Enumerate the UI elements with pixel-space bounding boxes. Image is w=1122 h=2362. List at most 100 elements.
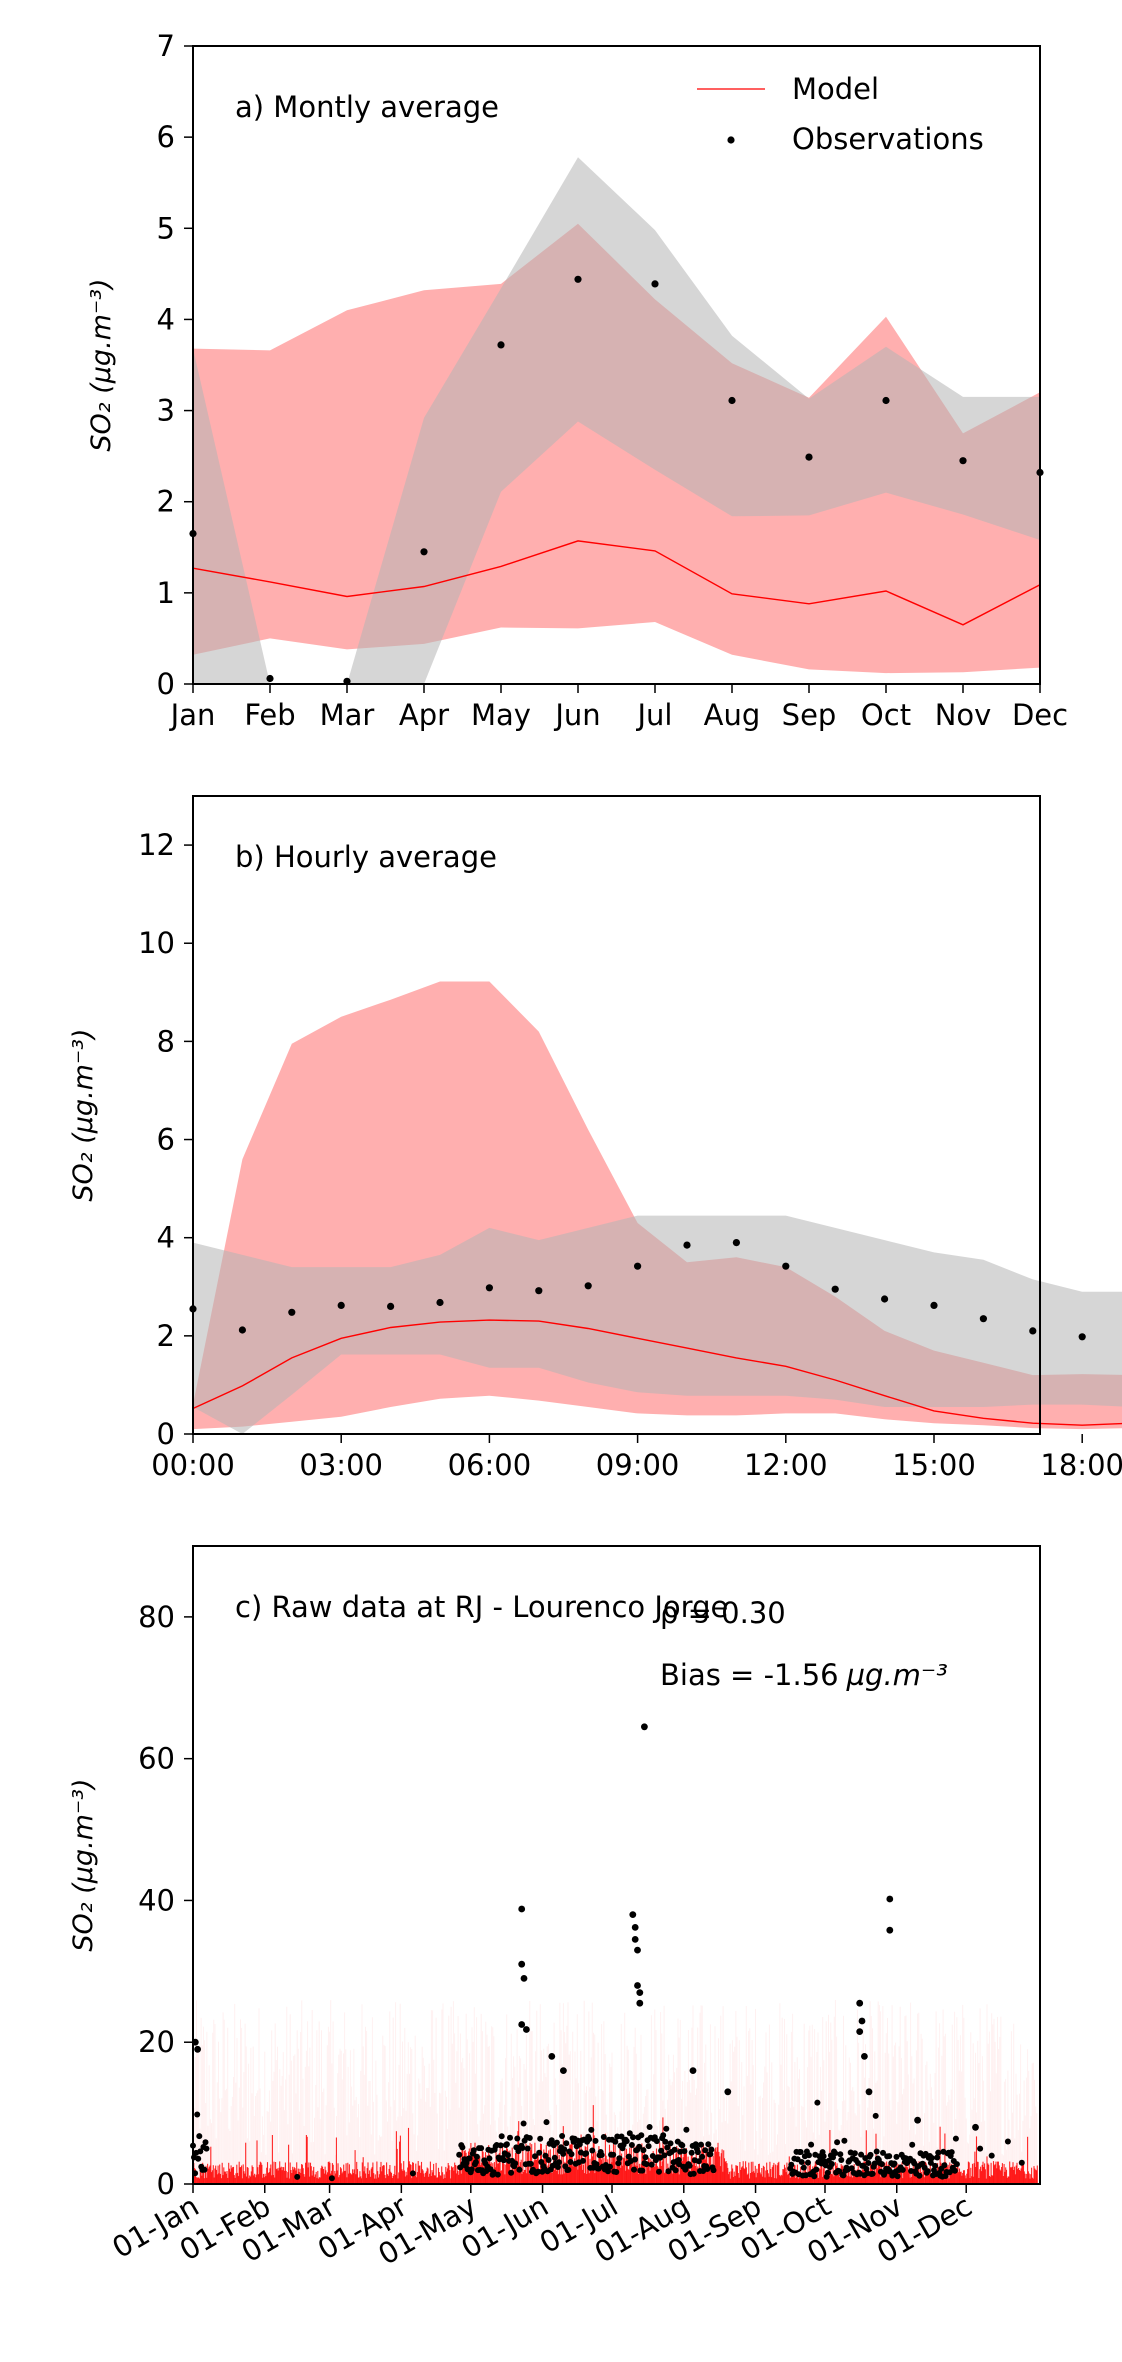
x-tick-label: 15:00	[892, 1448, 976, 1482]
observation-point	[979, 1315, 988, 1323]
observation-point	[946, 2169, 953, 2176]
observation-point	[630, 2134, 636, 2141]
observation-point	[816, 2153, 823, 2160]
panel-a-plot-frame	[192, 45, 1041, 685]
observation-point	[867, 2151, 874, 2158]
observation-point	[664, 2144, 671, 2151]
observation-point	[988, 2152, 995, 2159]
panel-a-monthly-average: 0 1 2 3 4 5 6 7 Jan Feb Mar Apr May Jun Jul Aug Sep Oct N…	[86, 29, 1068, 732]
y-tick-label: 60	[138, 1742, 175, 1776]
panel-c-observation-points	[190, 1723, 1025, 2182]
observation-point	[466, 2155, 473, 2162]
observation-point	[808, 2141, 815, 2148]
observation-point	[643, 2161, 650, 2168]
panel-c-model-bars	[192, 2000, 1038, 2184]
observation-point	[542, 2152, 549, 2159]
observation-point	[948, 2149, 955, 2156]
observation-point	[473, 2153, 480, 2160]
observation-point	[952, 2135, 959, 2142]
observation-point	[616, 2155, 623, 2162]
observation-point	[610, 2151, 617, 2158]
observation-point	[935, 2149, 942, 2156]
y-tick-label: 0	[157, 667, 175, 701]
observation-point	[1029, 1327, 1037, 1335]
panel-b-y-ticks: 0 2 4 6 8 10 12	[138, 828, 193, 1451]
observation-point	[512, 2160, 519, 2167]
observation-point	[869, 2170, 876, 2177]
panel-b-observation-points	[189, 1239, 1086, 1341]
observation-point	[518, 1960, 526, 1968]
observation-point	[194, 2045, 202, 2053]
observation-point	[586, 2136, 593, 2143]
observation-point	[598, 2152, 605, 2158]
y-tick-label: 2	[157, 1319, 175, 1353]
x-tick-label: Nov	[935, 698, 992, 732]
x-tick-label: 09:00	[596, 1448, 680, 1482]
observation-point	[806, 2152, 812, 2159]
y-tick-label: 6	[157, 1123, 175, 1157]
x-tick-label: Aug	[704, 698, 761, 732]
observation-point	[914, 2116, 921, 2124]
observation-point	[805, 2159, 811, 2166]
observation-point	[537, 2135, 544, 2142]
observation-point	[873, 2148, 880, 2155]
observation-point	[856, 2028, 864, 2035]
observation-point	[881, 1295, 889, 1303]
observation-point	[932, 2162, 939, 2169]
observation-point	[634, 1262, 642, 1270]
observation-point	[607, 2163, 613, 2170]
y-tick-label: 4	[157, 1221, 175, 1255]
observation-point	[612, 2138, 619, 2145]
observation-point	[724, 2088, 732, 2096]
observation-point	[337, 1301, 345, 1309]
observation-point	[436, 1298, 444, 1307]
observation-point	[613, 2169, 620, 2175]
observation-point	[288, 1308, 296, 1316]
panel-a-model-line-group	[192, 540, 1041, 626]
y-tick-label: 12	[138, 828, 175, 862]
legend-observations-swatch	[727, 136, 735, 144]
observation-point	[858, 2017, 866, 2025]
observation-point	[409, 2170, 416, 2177]
observation-point	[456, 2151, 463, 2158]
observation-point	[639, 2167, 646, 2174]
observation-point	[472, 2159, 479, 2166]
observation-point	[813, 2166, 820, 2173]
panel-c-correlation-annotation: ρ = 0.30	[660, 1596, 786, 1630]
observation-point	[294, 2173, 301, 2180]
observation-point	[882, 396, 890, 405]
x-tick-label: 18:00	[1040, 1448, 1122, 1482]
observation-point	[699, 2153, 706, 2160]
observation-point	[851, 2150, 858, 2157]
observation-point	[494, 2171, 501, 2178]
observation-point	[871, 2160, 878, 2167]
observation-point	[661, 2152, 668, 2159]
observation-point	[694, 2149, 701, 2156]
observation-point	[202, 2139, 209, 2146]
observation-point	[196, 2133, 203, 2140]
observation-point	[886, 1926, 894, 1934]
y-tick-label: 0	[157, 1417, 175, 1451]
observation-point	[580, 2157, 586, 2164]
observation-point	[834, 2139, 841, 2146]
x-tick-label: May	[471, 698, 531, 732]
x-tick-label: 00:00	[151, 1448, 235, 1482]
observation-point	[568, 2151, 575, 2158]
observation-point	[782, 1262, 790, 1270]
observation-point	[600, 2134, 607, 2140]
observation-point	[710, 2167, 717, 2174]
y-tick-label: 3	[157, 394, 175, 428]
observation-point	[732, 1239, 741, 1247]
observation-point	[548, 2137, 555, 2144]
observation-point	[560, 2067, 567, 2075]
y-tick-label: 80	[138, 1600, 175, 1634]
x-tick-label: Sep	[782, 698, 837, 732]
observation-point	[828, 2161, 835, 2167]
x-tick-label: Dec	[1012, 698, 1068, 732]
panel-c-y-axis-label: SO₂ (µg.m⁻³)	[68, 1778, 99, 1951]
panel-b-plot-frame	[192, 795, 1041, 1435]
legend: Model Observations	[697, 72, 984, 156]
observation-point	[692, 2141, 699, 2148]
observation-point	[478, 2145, 485, 2152]
